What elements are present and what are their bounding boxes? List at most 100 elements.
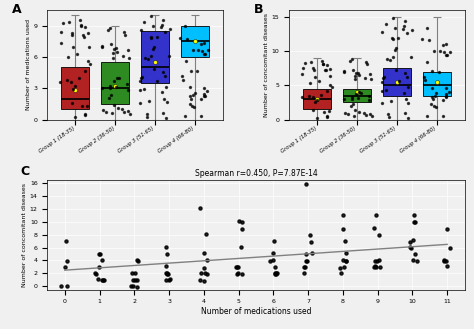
Point bbox=[94, 277, 101, 282]
Point bbox=[443, 53, 450, 58]
Point bbox=[232, 264, 240, 269]
Point bbox=[153, 78, 161, 83]
Point bbox=[150, 24, 157, 29]
Point bbox=[108, 93, 115, 98]
Y-axis label: Number of medications used: Number of medications used bbox=[26, 19, 31, 110]
Point bbox=[71, 84, 79, 89]
Point bbox=[375, 232, 383, 238]
Point bbox=[79, 33, 87, 38]
Point bbox=[302, 181, 310, 186]
Point bbox=[342, 259, 349, 264]
Point bbox=[127, 284, 135, 289]
Point bbox=[182, 113, 189, 118]
Point bbox=[189, 47, 196, 53]
Point bbox=[201, 52, 208, 57]
Point bbox=[429, 96, 437, 101]
Point bbox=[407, 239, 414, 244]
Point bbox=[98, 45, 106, 50]
Point bbox=[349, 67, 357, 72]
Point bbox=[357, 90, 365, 95]
Y-axis label: Number of concomitant diseases: Number of concomitant diseases bbox=[264, 13, 269, 117]
Point bbox=[64, 283, 71, 289]
FancyBboxPatch shape bbox=[423, 72, 451, 95]
Point bbox=[311, 74, 319, 80]
Point bbox=[125, 55, 133, 60]
Point bbox=[113, 49, 120, 55]
Point bbox=[395, 79, 403, 84]
Point bbox=[157, 25, 165, 30]
Point bbox=[188, 104, 196, 109]
Point bbox=[366, 71, 374, 77]
Point bbox=[403, 31, 410, 36]
Point bbox=[198, 113, 205, 118]
Point bbox=[113, 75, 121, 80]
Point bbox=[239, 271, 246, 276]
Point bbox=[76, 75, 83, 81]
Point bbox=[320, 109, 328, 114]
Point bbox=[200, 85, 208, 90]
Point bbox=[162, 270, 170, 276]
Point bbox=[410, 213, 418, 218]
Point bbox=[348, 95, 356, 100]
Point bbox=[82, 112, 89, 117]
Point bbox=[322, 68, 330, 73]
Point bbox=[431, 93, 438, 98]
Point bbox=[163, 252, 171, 257]
Point bbox=[200, 40, 208, 46]
Point bbox=[323, 114, 331, 120]
Point bbox=[161, 29, 169, 35]
Point bbox=[423, 114, 431, 119]
Point bbox=[81, 24, 89, 29]
Point bbox=[328, 84, 335, 89]
Point bbox=[340, 69, 348, 75]
Point bbox=[303, 258, 310, 263]
Point bbox=[73, 51, 81, 57]
Point bbox=[187, 96, 195, 101]
Point bbox=[102, 109, 109, 114]
Point bbox=[59, 20, 67, 26]
Point bbox=[201, 93, 209, 98]
Point bbox=[378, 101, 386, 106]
Point bbox=[162, 277, 170, 282]
Point bbox=[383, 21, 390, 26]
Point bbox=[439, 43, 447, 48]
Point bbox=[402, 96, 410, 102]
FancyBboxPatch shape bbox=[181, 26, 209, 57]
Point bbox=[105, 96, 112, 101]
Point bbox=[351, 77, 359, 82]
Point bbox=[158, 89, 165, 95]
Point bbox=[373, 212, 380, 217]
Point bbox=[204, 271, 211, 277]
Point bbox=[301, 265, 309, 270]
Point bbox=[442, 86, 449, 91]
Point bbox=[395, 35, 402, 40]
Point bbox=[235, 219, 243, 224]
Point bbox=[72, 88, 79, 93]
Point bbox=[400, 23, 408, 29]
Point bbox=[150, 67, 157, 72]
Point bbox=[383, 57, 391, 62]
Point bbox=[353, 89, 361, 95]
FancyBboxPatch shape bbox=[383, 68, 411, 95]
Point bbox=[165, 53, 173, 58]
Point bbox=[352, 108, 359, 113]
Point bbox=[428, 101, 435, 107]
Point bbox=[133, 284, 141, 290]
Point bbox=[362, 60, 370, 65]
Point bbox=[387, 99, 395, 104]
Point bbox=[423, 25, 431, 30]
Point bbox=[178, 74, 186, 79]
Point bbox=[238, 226, 246, 231]
Point bbox=[70, 45, 77, 50]
Point bbox=[435, 69, 442, 75]
Point bbox=[111, 84, 119, 89]
Point bbox=[446, 89, 453, 94]
Point bbox=[307, 60, 315, 65]
Point bbox=[201, 270, 209, 276]
Point bbox=[110, 78, 118, 84]
FancyBboxPatch shape bbox=[343, 89, 371, 102]
Point bbox=[100, 278, 108, 283]
Point bbox=[235, 270, 242, 276]
Point bbox=[392, 46, 400, 51]
Point bbox=[126, 112, 134, 117]
